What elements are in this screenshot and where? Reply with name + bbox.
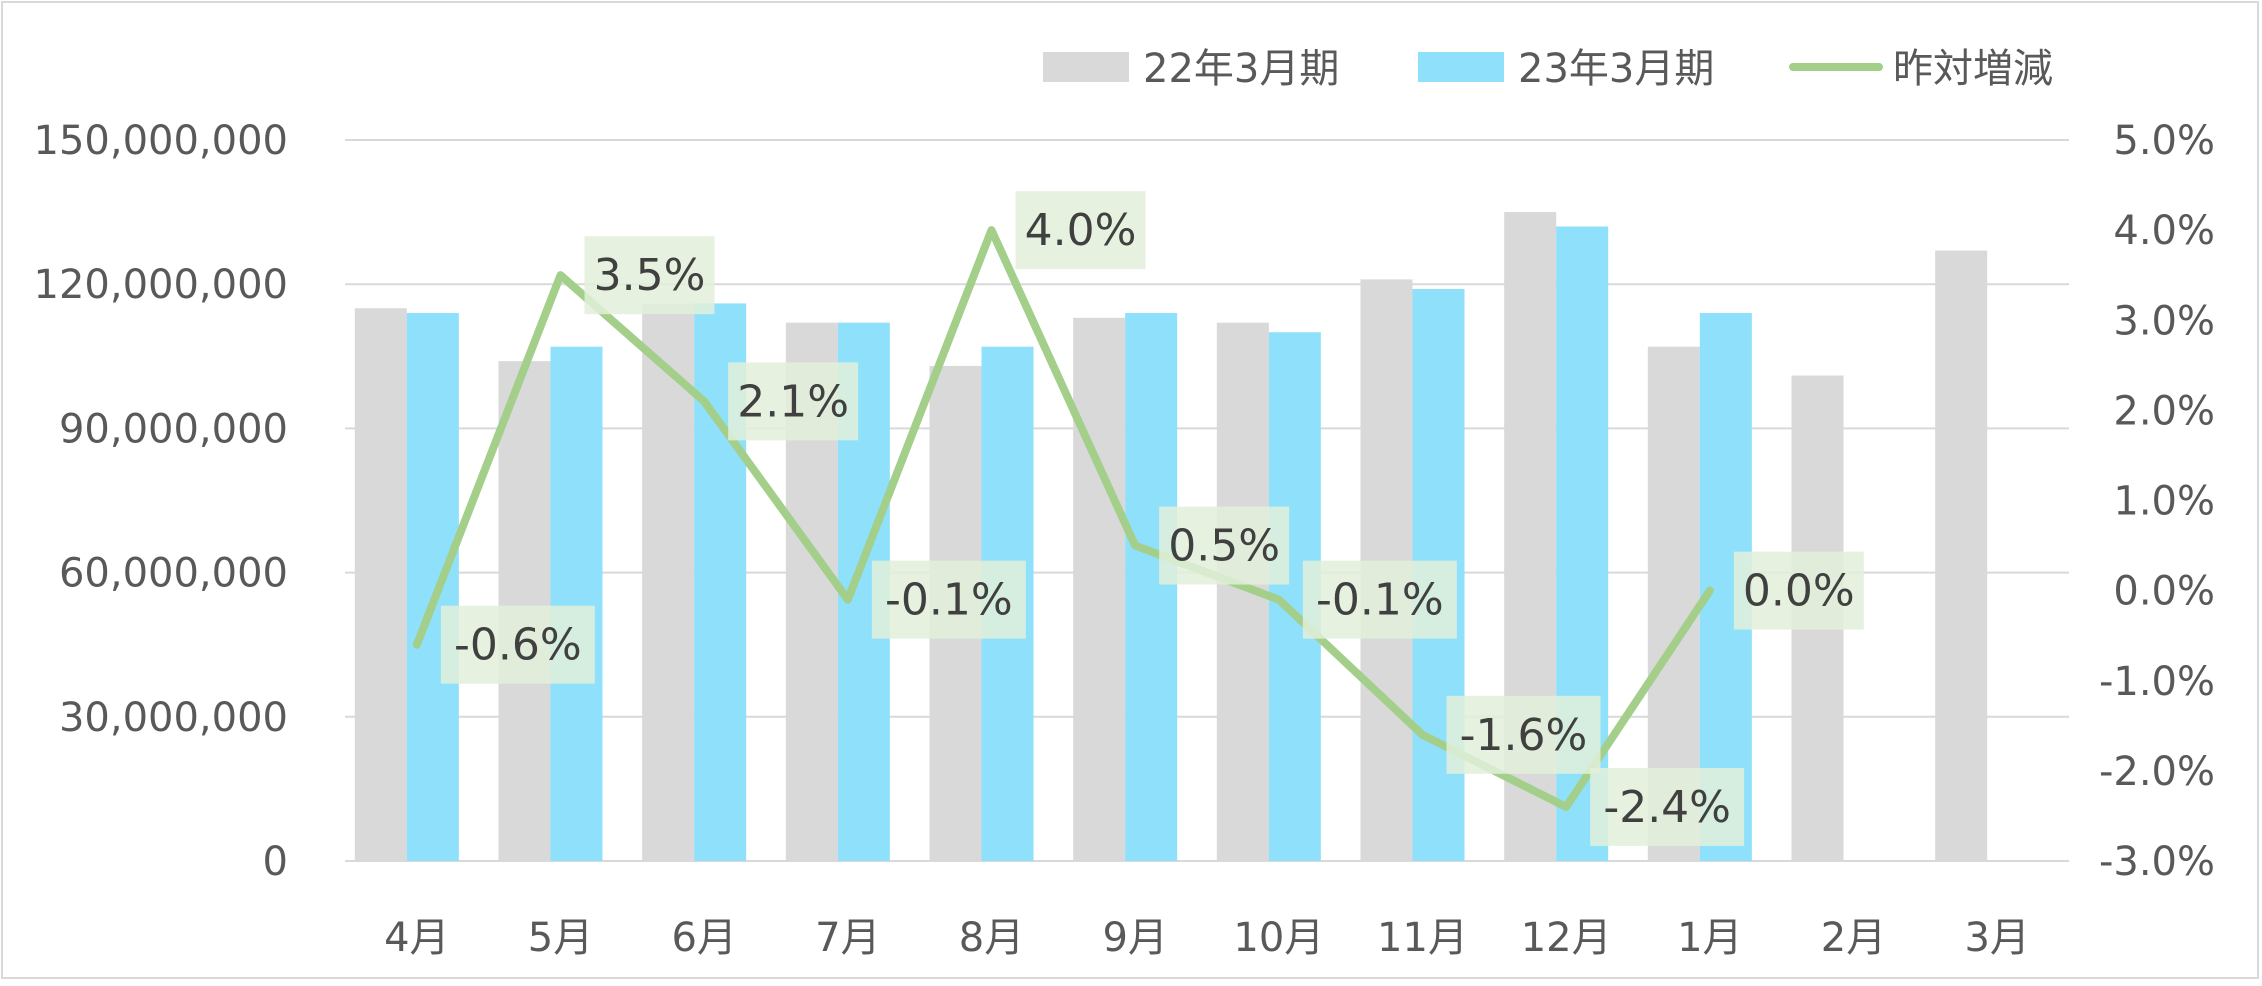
y-right-tick-label: 0.0%	[2113, 569, 2215, 615]
x-tick-label: 5月	[528, 915, 593, 961]
y-left-tick-label: 0	[263, 839, 288, 885]
y-right-tick-label: 5.0%	[2113, 118, 2215, 164]
x-tick-label: 9月	[1102, 915, 1167, 961]
data-label-box	[871, 560, 1026, 639]
x-tick-label: 7月	[815, 915, 880, 961]
bar-prev-year	[1073, 317, 1126, 861]
x-tick-label: 1月	[1677, 915, 1742, 961]
data-label: -0.6%	[454, 620, 582, 671]
y-left-tick-label: 120,000,000	[34, 262, 288, 308]
x-tick-label: 3月	[1964, 915, 2029, 961]
x-tick-label: 2月	[1821, 915, 1886, 961]
data-label: -2.4%	[1603, 782, 1731, 833]
data-label-box	[1159, 506, 1290, 585]
x-tick-label: 8月	[959, 915, 1024, 961]
legend-swatch	[1418, 52, 1504, 82]
y-left-tick-label: 30,000,000	[59, 695, 288, 741]
y-right-tick-label: 2.0%	[2113, 388, 2215, 434]
x-tick-label: 11月	[1377, 915, 1468, 961]
legend-label: 23年3月期	[1518, 46, 1714, 92]
y-right-tick-label: -3.0%	[2099, 839, 2215, 885]
data-label: -1.6%	[1460, 710, 1588, 761]
bar-prev-year	[354, 308, 407, 861]
data-label-box	[728, 362, 859, 441]
data-label-box	[1446, 695, 1601, 774]
data-label: 4.0%	[1025, 205, 1137, 256]
data-label-box	[1015, 191, 1146, 270]
data-label: 0.0%	[1743, 566, 1855, 617]
y-left-tick-label: 60,000,000	[59, 551, 288, 597]
x-tick-label: 12月	[1521, 915, 1612, 961]
legend-label: 昨対増減	[1893, 46, 2053, 92]
y-right-tick-label: 1.0%	[2113, 479, 2215, 525]
data-label-box	[584, 236, 715, 315]
data-label: 0.5%	[1168, 521, 1280, 572]
y-right-tick-label: -2.0%	[2099, 749, 2215, 795]
bar-curr-year	[1125, 313, 1178, 861]
y-left-tick-label: 150,000,000	[34, 118, 288, 164]
data-label-box	[1590, 767, 1745, 846]
y-right-tick-label: 4.0%	[2113, 208, 2215, 254]
x-tick-label: 10月	[1233, 915, 1324, 961]
y-right-tick-label: 3.0%	[2113, 298, 2215, 344]
y-right-tick-label: -1.0%	[2099, 659, 2215, 705]
data-label-box	[1302, 560, 1457, 639]
bar-prev-year	[642, 303, 695, 862]
x-tick-label: 4月	[384, 915, 449, 961]
data-label: 2.1%	[737, 376, 849, 427]
legend-swatch	[1043, 52, 1129, 82]
legend-label: 22年3月期	[1143, 46, 1339, 92]
data-label-box	[1733, 551, 1864, 630]
data-label: -0.1%	[885, 575, 1013, 626]
data-label: 3.5%	[594, 250, 706, 301]
bar-prev-year	[1935, 250, 1988, 861]
x-tick-label: 6月	[671, 915, 736, 961]
y-left-tick-label: 90,000,000	[59, 406, 288, 452]
data-label: -0.1%	[1316, 575, 1444, 626]
data-label-box	[440, 605, 595, 684]
bar-curr-year	[406, 313, 459, 861]
bar-curr-year	[550, 346, 603, 862]
combo-chart: 0 30,000,000 60,000,000 90,000,000 120,000,0…	[34, 46, 2215, 961]
